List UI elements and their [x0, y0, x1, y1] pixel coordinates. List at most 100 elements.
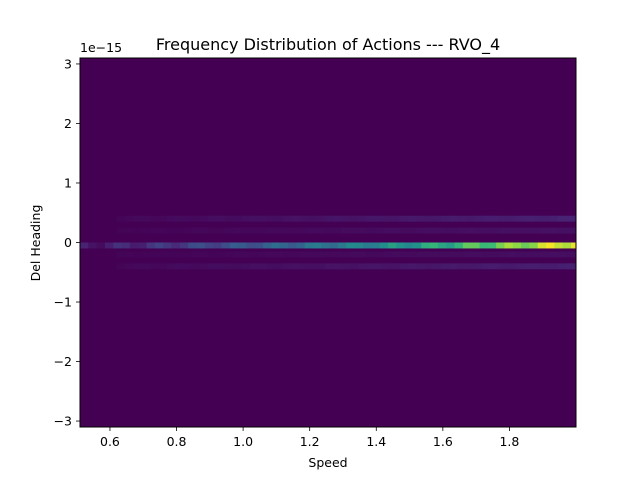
- heatmap-cell: [424, 263, 434, 270]
- heatmap-cell: [308, 215, 317, 222]
- heatmap-cell: [324, 227, 334, 234]
- heatmap-cell: [174, 251, 184, 258]
- heatmap-cell: [324, 215, 334, 222]
- heatmap-cell: [191, 227, 201, 234]
- heatmap-cell: [382, 215, 392, 222]
- heatmap-cell: [507, 251, 517, 258]
- heatmap-cell: [449, 263, 459, 270]
- heatmap-cell: [466, 251, 475, 258]
- heatmap-cell: [341, 215, 351, 222]
- heatmap-cell: [382, 251, 392, 258]
- heatmap-cell: [516, 251, 525, 258]
- heatmap-cell: [329, 242, 339, 249]
- heatmap-cell: [191, 215, 201, 222]
- heatmap-cell: [299, 251, 309, 258]
- heatmap-cell: [524, 263, 534, 270]
- heatmap-cell: [341, 251, 351, 258]
- heatmap-cell: [532, 251, 542, 258]
- heatmap-cell: [554, 242, 564, 249]
- heatmap-cell: [374, 251, 384, 258]
- heatmap-cell: [199, 227, 209, 234]
- heatmap-cell: [141, 215, 151, 222]
- heatmap-cell: [332, 251, 342, 258]
- heatmap-cell: [507, 263, 517, 270]
- heatmap-cell: [283, 215, 292, 222]
- heatmap-cell: [138, 242, 147, 249]
- heatmap-cell: [482, 227, 492, 234]
- heatmap-cell: [424, 227, 434, 234]
- heatmap-cell: [166, 251, 176, 258]
- heatmap-cell: [382, 227, 392, 234]
- heatmap-cell: [424, 251, 434, 258]
- heatmap-cell: [249, 227, 259, 234]
- heatmap-cell: [507, 227, 517, 234]
- heatmap-cell: [129, 242, 139, 249]
- heatmap-cell: [199, 215, 209, 222]
- heatmap-cell: [541, 227, 550, 234]
- heatmap-cell: [432, 251, 442, 258]
- heatmap-cell: [146, 242, 156, 249]
- heatmap-cell: [549, 215, 559, 222]
- heatmap-cell: [316, 251, 326, 258]
- heatmap-cell: [149, 263, 159, 270]
- heatmap-cell: [266, 215, 276, 222]
- heatmap-cell: [199, 263, 209, 270]
- heatmap-cell: [154, 242, 164, 249]
- heatmap-cell: [521, 242, 530, 249]
- heatmap-cell: [80, 242, 89, 249]
- heatmap-cell: [124, 215, 134, 222]
- heatmap-cell: [174, 215, 184, 222]
- heatmap-cell: [466, 263, 475, 270]
- heatmap-cell: [241, 251, 251, 258]
- heatmap-cell: [491, 263, 500, 270]
- heatmap-cell: [441, 227, 450, 234]
- heatmap-cell: [332, 227, 342, 234]
- heatmap-cell: [529, 242, 539, 249]
- heatmap-cell: [457, 251, 467, 258]
- heatmap-cell: [241, 227, 251, 234]
- heatmap-cell: [504, 242, 514, 249]
- heatmap-cell: [562, 242, 572, 249]
- heatmap-cell: [382, 263, 392, 270]
- heatmap-cell: [532, 227, 542, 234]
- heatmap-cell: [283, 263, 292, 270]
- heatmap-cell: [141, 251, 151, 258]
- heatmap-cell: [404, 242, 414, 249]
- heatmap-cell: [524, 251, 534, 258]
- heatmap-cell: [166, 215, 176, 222]
- heatmap-cell: [574, 227, 577, 234]
- heatmap-cell: [357, 263, 367, 270]
- y-axis: 3 2 1 0 −1 −2 −3: [54, 56, 80, 429]
- heatmap-cell: [491, 251, 500, 258]
- heatmap-cell: [537, 242, 547, 249]
- chart-title: Frequency Distribution of Actions --- RV…: [156, 35, 500, 55]
- heatmap-cell: [424, 215, 434, 222]
- heatmap-cell: [549, 251, 559, 258]
- heatmap-cell: [124, 263, 134, 270]
- heatmap-cell: [124, 227, 134, 234]
- y-axis-offset-text: 1e−15: [80, 40, 122, 55]
- heatmap-cell: [516, 263, 525, 270]
- heatmap-cell: [399, 227, 409, 234]
- heatmap-cell: [158, 263, 167, 270]
- heatmap-cell: [482, 263, 492, 270]
- heatmap-cell: [149, 215, 159, 222]
- heatmap-cell: [407, 263, 417, 270]
- heatmap-cell: [213, 242, 222, 249]
- x-tick-label: 1.4: [366, 434, 386, 449]
- heatmap-cell: [341, 263, 351, 270]
- heatmap-cell: [516, 227, 525, 234]
- heatmap-cell: [571, 242, 577, 249]
- y-tick-label: 0: [64, 235, 72, 250]
- heatmap-cell: [324, 251, 334, 258]
- heatmap-cell: [479, 242, 489, 249]
- heatmap-cell: [216, 227, 226, 234]
- heatmap-cell: [566, 215, 575, 222]
- heatmap-cell: [499, 215, 509, 222]
- heatmap-cell: [291, 227, 301, 234]
- heatmap-cell: [216, 263, 226, 270]
- heatmap-cell: [532, 215, 542, 222]
- heatmap-cell: [416, 215, 425, 222]
- plot-area: [79, 57, 577, 428]
- heatmap-cell: [266, 227, 276, 234]
